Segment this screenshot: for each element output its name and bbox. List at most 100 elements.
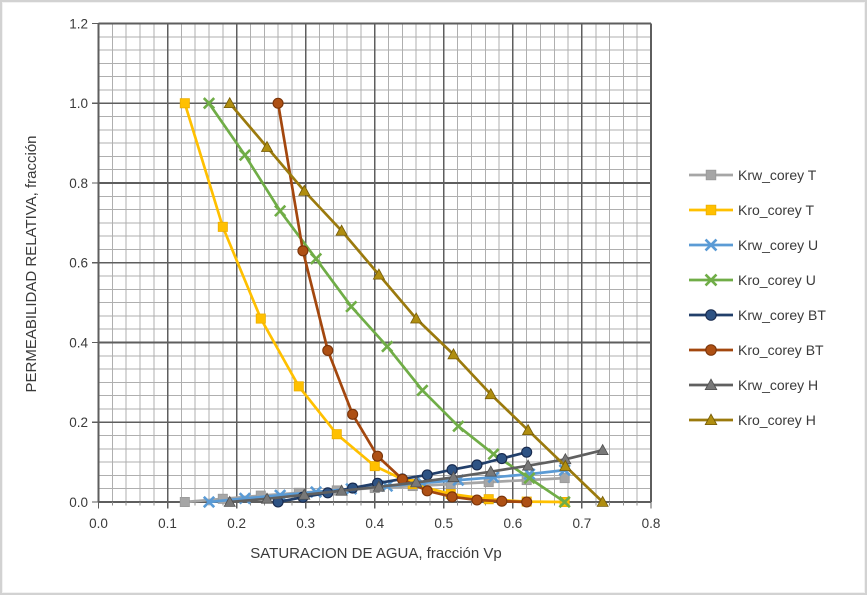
legend: Krw_corey T Kro_corey T Krw_corey U Kro_cor… (689, 167, 826, 428)
data-point-marker (471, 459, 483, 471)
legend-marker-square (705, 204, 717, 216)
x-tick-label: 0.6 (503, 516, 522, 531)
legend-marker-square (705, 169, 717, 181)
x-tick-labels: 0.0 0.1 0.2 0.3 0.4 0.5 0.6 0.7 0.8 (89, 516, 660, 531)
data-point-marker (471, 494, 483, 506)
data-point-marker (347, 408, 359, 420)
data-point-marker (372, 268, 386, 280)
legend-label: Kro_corey BT (738, 342, 824, 358)
data-point-marker (421, 485, 433, 497)
data-point-marker (255, 313, 266, 324)
data-point-marker (371, 450, 384, 462)
data-point-marker (452, 420, 465, 433)
legend-label: Kro_corey T (738, 202, 814, 218)
x-tick-label: 0.7 (573, 516, 592, 531)
legend-item-kro-corey-t[interactable]: Kro_corey T (689, 202, 814, 218)
legend-item-krw-corey-h[interactable]: Krw_corey H (689, 377, 818, 393)
data-point-marker (559, 459, 572, 471)
y-tick-label: 0.2 (69, 415, 88, 430)
data-point-marker (217, 221, 228, 232)
legend-item-krw-corey-bt[interactable]: Krw_corey BT (689, 307, 826, 323)
x-tick-label: 0.8 (642, 516, 661, 531)
data-point-marker (416, 384, 429, 397)
data-point-marker (559, 473, 570, 484)
data-point-marker (410, 312, 423, 324)
data-point-marker (369, 461, 380, 472)
data-point-marker (381, 340, 394, 353)
legend-item-krw-corey-u[interactable]: Krw_corey U (689, 237, 818, 253)
x-tick-label: 0.1 (158, 516, 177, 531)
data-point-marker (223, 495, 236, 507)
x-tick-label: 0.0 (89, 516, 108, 531)
data-point-marker (558, 495, 571, 509)
legend-marker-triangle (704, 378, 718, 391)
x-tick-label: 0.4 (365, 516, 384, 531)
x-tick-label: 0.3 (296, 516, 315, 531)
data-point-marker (521, 459, 535, 471)
x-tick-label: 0.5 (434, 516, 453, 531)
data-point-marker (260, 140, 274, 152)
legend-label: Kro_corey U (738, 272, 816, 288)
series-layer (179, 96, 609, 509)
legend-marker-circle (705, 344, 717, 356)
legend-item-kro-corey-bt[interactable]: Kro_corey BT (689, 342, 824, 358)
data-point-marker (274, 204, 287, 218)
data-point-marker (335, 484, 348, 496)
data-point-marker (446, 491, 458, 503)
data-point-marker (293, 381, 304, 392)
data-point-marker (446, 464, 458, 476)
data-point-marker (596, 495, 609, 507)
x-tick-label: 0.2 (227, 516, 246, 531)
data-point-marker (596, 443, 609, 455)
data-point-marker (523, 467, 536, 481)
data-point-marker (372, 480, 386, 492)
data-point-marker (345, 300, 358, 313)
data-point-marker (202, 495, 216, 509)
y-tick-label: 0.0 (69, 495, 88, 510)
legend-item-kro-corey-u[interactable]: Kro_corey U (689, 272, 816, 288)
data-point-marker (238, 148, 252, 162)
data-point-marker (484, 465, 497, 477)
y-axis-title: PERMEABILIDAD RELATIVA, fracción (23, 135, 40, 392)
legend-item-krw-corey-t[interactable]: Krw_corey T (689, 167, 817, 183)
y-tick-label: 1.2 (69, 16, 88, 31)
data-point-marker (298, 488, 311, 500)
data-point-marker (297, 245, 309, 257)
data-point-marker (447, 470, 460, 483)
legend-marker-x (704, 238, 718, 252)
legend-marker-x (704, 273, 718, 287)
series-kro-corey-h[interactable] (223, 96, 609, 507)
data-point-marker (202, 97, 216, 110)
legend-item-kro-corey-h[interactable]: Kro_corey H (689, 412, 816, 428)
data-point-marker (496, 452, 508, 465)
data-point-marker (260, 492, 274, 504)
legend-label: Krw_corey H (738, 377, 818, 393)
data-point-marker (298, 184, 311, 196)
legend-label: Kro_corey H (738, 412, 816, 428)
y-tick-label: 1.0 (69, 96, 88, 111)
data-point-marker (521, 423, 535, 436)
data-point-marker (523, 471, 536, 485)
data-point-marker (179, 496, 190, 507)
data-point-marker (335, 224, 348, 236)
data-point-marker (179, 98, 190, 109)
legend-marker-circle (705, 309, 717, 321)
data-point-marker (331, 429, 342, 440)
legend-label: Krw_corey T (738, 167, 817, 183)
series-kro-corey-bt[interactable] (272, 97, 533, 508)
y-tick-label: 0.4 (69, 335, 88, 350)
data-point-marker (309, 252, 323, 265)
legend-label: Krw_corey BT (738, 307, 826, 323)
legend-label: Krw_corey U (738, 237, 818, 253)
x-axis-title: SATURACION DE AGUA, fracción Vp (250, 545, 501, 562)
data-point-marker (521, 446, 533, 458)
data-point-marker (410, 476, 423, 488)
data-point-marker (447, 348, 460, 360)
data-point-marker (484, 387, 497, 400)
data-point-marker (521, 496, 533, 508)
data-point-marker (496, 495, 508, 507)
series-krw-corey-h[interactable] (223, 443, 609, 507)
data-point-marker (322, 344, 334, 357)
